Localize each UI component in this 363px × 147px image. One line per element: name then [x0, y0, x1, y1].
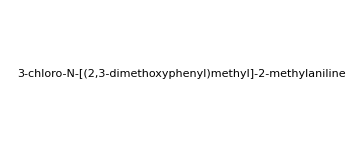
Text: 3-chloro-N-[(2,3-dimethoxyphenyl)methyl]-2-methylaniline: 3-chloro-N-[(2,3-dimethoxyphenyl)methyl]…: [17, 69, 346, 78]
